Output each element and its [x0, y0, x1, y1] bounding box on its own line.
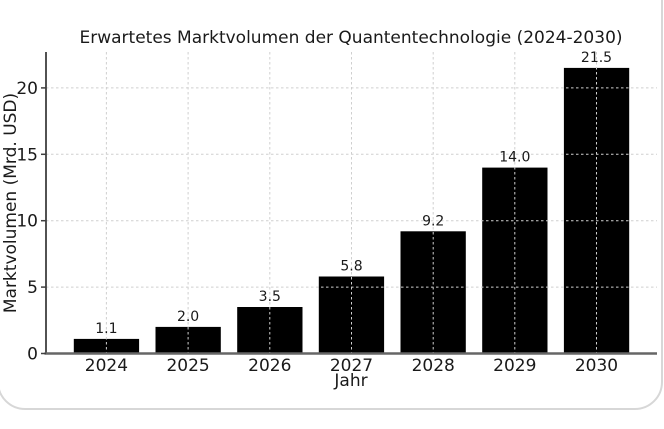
chart-title: Erwartetes Marktvolumen der Quantentechn… — [79, 28, 622, 48]
x-tick-label-2030: 2030 — [575, 356, 618, 376]
x-tick-label-2028: 2028 — [412, 356, 455, 376]
y-tick-label-20: 20 — [16, 79, 38, 99]
y-tick-label-10: 10 — [16, 212, 38, 232]
bar-2025 — [155, 326, 221, 354]
x-tick-label-2029: 2029 — [493, 356, 536, 376]
x-tick-label-2025: 2025 — [166, 356, 209, 376]
bars-layer — [73, 67, 630, 354]
bar-2030 — [563, 67, 630, 354]
y-axis-label: Marktvolumen (Mrd. USD) — [1, 93, 21, 313]
bar-value-label-2026: 3.5 — [259, 289, 281, 305]
x-tick-label-2024: 2024 — [85, 356, 128, 376]
bar-value-label-2029: 14.0 — [499, 150, 530, 166]
bar-value-label-2027: 5.8 — [340, 259, 362, 275]
bar-value-label-2030: 21.5 — [581, 50, 612, 66]
y-tick-label-0: 0 — [27, 345, 38, 365]
x-axis-label: Jahr — [333, 371, 367, 391]
bar-value-label-2025: 2.0 — [177, 309, 199, 325]
x-tick-label-2026: 2026 — [248, 356, 291, 376]
y-tick-label-15: 15 — [16, 145, 38, 165]
bar-2024 — [73, 338, 140, 354]
bar-value-label-2024: 1.1 — [95, 321, 117, 337]
y-tick-label-5: 5 — [27, 278, 38, 298]
x-tick-label-2027: 2027 — [330, 356, 373, 376]
bar-value-label-2028: 9.2 — [422, 213, 444, 229]
bar-2026 — [237, 307, 303, 354]
axes-layer — [41, 52, 657, 355]
bar-2029 — [482, 167, 548, 354]
value-labels-layer: 1.1 2.0 3.5 5.8 9.2 14.0 21.5 — [95, 50, 612, 337]
tick-labels-layer: 0 5 10 15 20 2024 2025 2026 2027 2028 2029 2030 — [16, 79, 618, 376]
grid-layer — [46, 52, 657, 354]
